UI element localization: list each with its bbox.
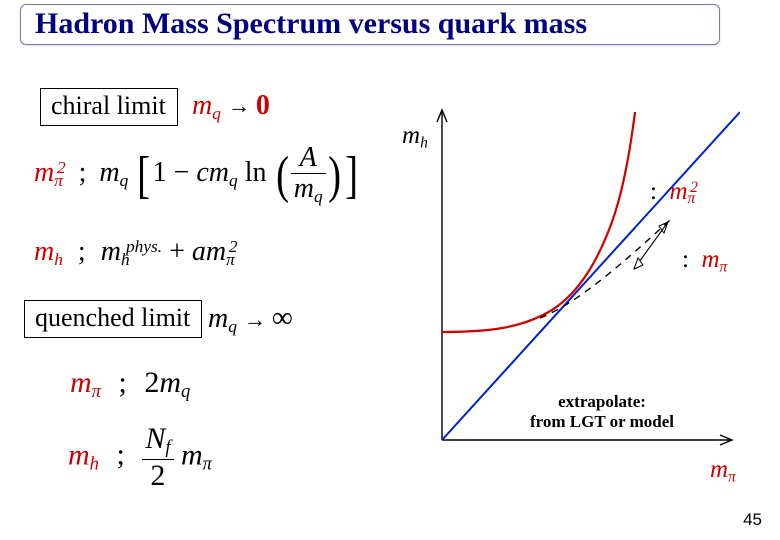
ylabel-mh: mh — [402, 122, 428, 152]
formula-mh: mh ; mh phys. + amπ2 — [34, 236, 238, 270]
annot-mpi: : mπ — [682, 246, 727, 276]
quenched-limit-text: quenched limit — [35, 303, 190, 332]
quenched-limit-label: quenched limit — [24, 300, 202, 338]
annot-mpi2: : mπ2 — [650, 178, 698, 208]
extrapolate-line2: from LGT or model — [530, 412, 674, 431]
chiral-limit-label: chiral limit — [40, 88, 178, 126]
extrapolate-line1: extrapolate: — [558, 392, 646, 411]
chart-svg — [410, 100, 740, 490]
page-number: 45 — [743, 510, 762, 530]
formula-mq-to-infty: mq → ∞ — [208, 302, 293, 337]
formula-mh-nf2: mh ; Nf 2 mπ — [68, 424, 212, 491]
xlabel-mpi: mπ — [710, 456, 736, 486]
extrapolate-note: extrapolate: from LGT or model — [530, 392, 674, 431]
formula-mq-to-zero: mq → 0 — [192, 90, 270, 124]
formula-mpi-2mq: mπ ; 2mq — [70, 366, 190, 403]
chiral-limit-text: chiral limit — [51, 91, 166, 120]
formula-mpi2: mπ2 ; mq [1 − cmq ln ( A mq )] — [34, 144, 360, 205]
page-title: Hadron Mass Spectrum versus quark mass — [35, 7, 705, 40]
title-box: Hadron Mass Spectrum versus quark mass — [20, 4, 720, 45]
